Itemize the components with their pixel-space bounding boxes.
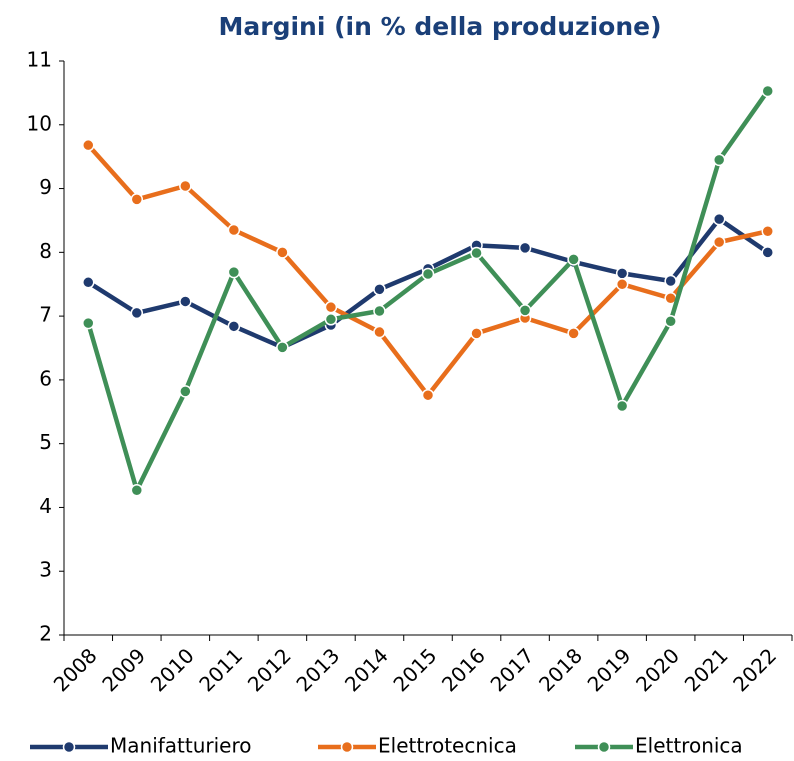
data-point [130, 193, 144, 206]
data-point [82, 276, 95, 289]
x-tick-label: 2012 [243, 643, 296, 696]
y-tick-label: 8 [39, 239, 52, 263]
x-tick-label: 2010 [146, 643, 199, 696]
y-tick-label: 6 [39, 366, 52, 390]
x-tick-label: 2009 [97, 643, 150, 696]
x-tick-label: 2014 [340, 643, 393, 696]
legend-label: Manifatturiero [110, 734, 252, 758]
x-tick-label: 2018 [534, 643, 587, 696]
x-tick-label: 2021 [680, 643, 733, 696]
data-point [373, 304, 386, 318]
x-tick-label: 2019 [583, 643, 636, 696]
data-point [712, 212, 726, 226]
data-point [421, 267, 435, 281]
data-point [470, 327, 483, 340]
data-point [421, 388, 435, 402]
x-tick-label: 2013 [291, 643, 344, 696]
x-tick-label: 2016 [437, 643, 490, 696]
data-point [615, 267, 629, 280]
data-point [130, 306, 144, 320]
data-point [227, 320, 241, 333]
data-point [761, 225, 774, 238]
x-tick-label: 2011 [194, 643, 247, 696]
data-point [227, 265, 241, 279]
data-point [567, 327, 580, 340]
data-point [373, 325, 386, 339]
legend-marker [597, 740, 611, 754]
chart-title: Margini (in % della produzione) [219, 12, 662, 41]
x-tick-label: 2008 [49, 643, 102, 696]
y-tick-label: 3 [39, 558, 52, 582]
legend-label: Elettronica [635, 734, 743, 758]
y-tick-label: 11 [27, 48, 52, 72]
legend-label: Elettrotecnica [378, 734, 517, 758]
y-tick-label: 10 [27, 111, 52, 135]
data-point [276, 341, 289, 354]
data-point [664, 274, 677, 288]
y-tick-label: 7 [39, 303, 52, 327]
data-point [373, 283, 386, 296]
legend-marker [340, 740, 354, 754]
data-point [82, 138, 95, 152]
x-tick-label: 2022 [728, 643, 781, 696]
data-point [567, 253, 580, 266]
y-tick-label: 5 [39, 430, 52, 454]
data-point [664, 314, 677, 328]
y-tick-label: 9 [39, 175, 52, 199]
data-point [518, 304, 532, 317]
data-point [518, 241, 532, 255]
data-point [276, 246, 289, 259]
legend-marker [62, 740, 76, 754]
data-point [82, 316, 95, 330]
data-point [324, 313, 338, 326]
data-point [324, 300, 338, 314]
x-tick-label: 2020 [631, 643, 684, 696]
data-point [130, 483, 144, 497]
data-point [179, 385, 192, 398]
data-point [761, 84, 774, 98]
data-point [470, 246, 483, 260]
data-point [712, 153, 726, 167]
x-tick-label: 2017 [486, 643, 539, 696]
data-point [761, 246, 774, 259]
data-point [615, 277, 629, 291]
x-tick-label: 2015 [388, 643, 441, 696]
data-point [712, 235, 726, 249]
data-point [179, 179, 192, 193]
y-tick-label: 2 [39, 622, 52, 646]
y-tick-label: 4 [39, 494, 52, 518]
data-point [179, 295, 192, 308]
data-point [227, 223, 241, 237]
data-point [615, 399, 629, 413]
series-line [86, 89, 770, 493]
